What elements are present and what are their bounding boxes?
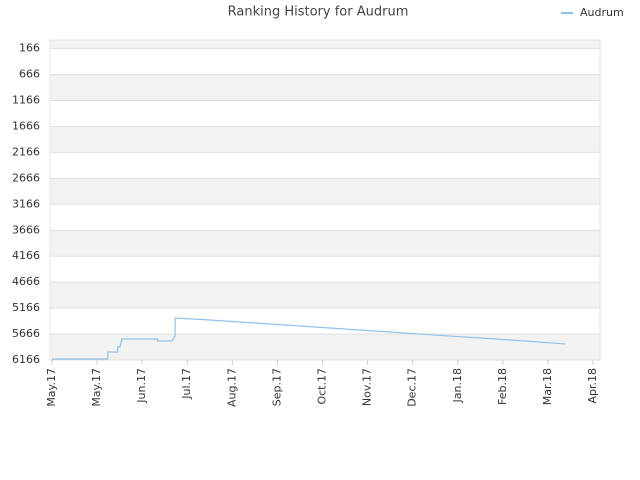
x-tick-label: Oct.17 xyxy=(315,368,328,405)
grid-band xyxy=(50,178,600,205)
y-tick-label: 1166 xyxy=(12,94,40,107)
y-tick-label: 2666 xyxy=(12,171,40,184)
x-tick-label: Feb.18 xyxy=(496,368,509,405)
x-tick-label: Mar.18 xyxy=(541,368,554,405)
y-tick-label: 166 xyxy=(19,42,40,55)
grid-band xyxy=(50,230,600,257)
x-tick-label: Aug.17 xyxy=(225,368,238,407)
y-tick-label: 5666 xyxy=(12,327,40,340)
grid-band xyxy=(50,334,600,360)
x-tick-label: Nov.17 xyxy=(361,368,374,406)
y-tick-label: 4666 xyxy=(12,275,40,288)
chart-title: Ranking History for Audrum xyxy=(228,5,409,20)
x-tick-label: Apr.18 xyxy=(586,368,599,404)
y-tick-label: 1666 xyxy=(12,119,40,132)
grid-band xyxy=(50,40,600,49)
x-tick-label: Jan.18 xyxy=(451,368,464,403)
grid-band xyxy=(50,74,600,101)
y-tick-label: 2166 xyxy=(12,145,40,158)
x-tick-label: May.17 xyxy=(90,368,103,407)
y-tick-label: 6166 xyxy=(12,353,40,366)
series-line xyxy=(51,317,566,360)
x-tick-label: Dec.17 xyxy=(406,368,419,407)
x-tick-label: Sep.17 xyxy=(270,368,283,406)
y-tick-label: 5166 xyxy=(12,301,40,314)
x-tick-label: Jun.17 xyxy=(135,368,148,404)
legend-label: Audrum xyxy=(580,6,624,19)
grid-band xyxy=(50,126,600,153)
y-tick-label: 4166 xyxy=(12,249,40,262)
x-tick-label: May.17 xyxy=(45,368,58,407)
y-tick-label: 3166 xyxy=(12,197,40,210)
x-tick-label: Jul.17 xyxy=(180,368,193,400)
y-tick-label: 666 xyxy=(19,68,40,81)
y-tick-label: 3666 xyxy=(12,223,40,236)
grid-band xyxy=(50,282,600,309)
